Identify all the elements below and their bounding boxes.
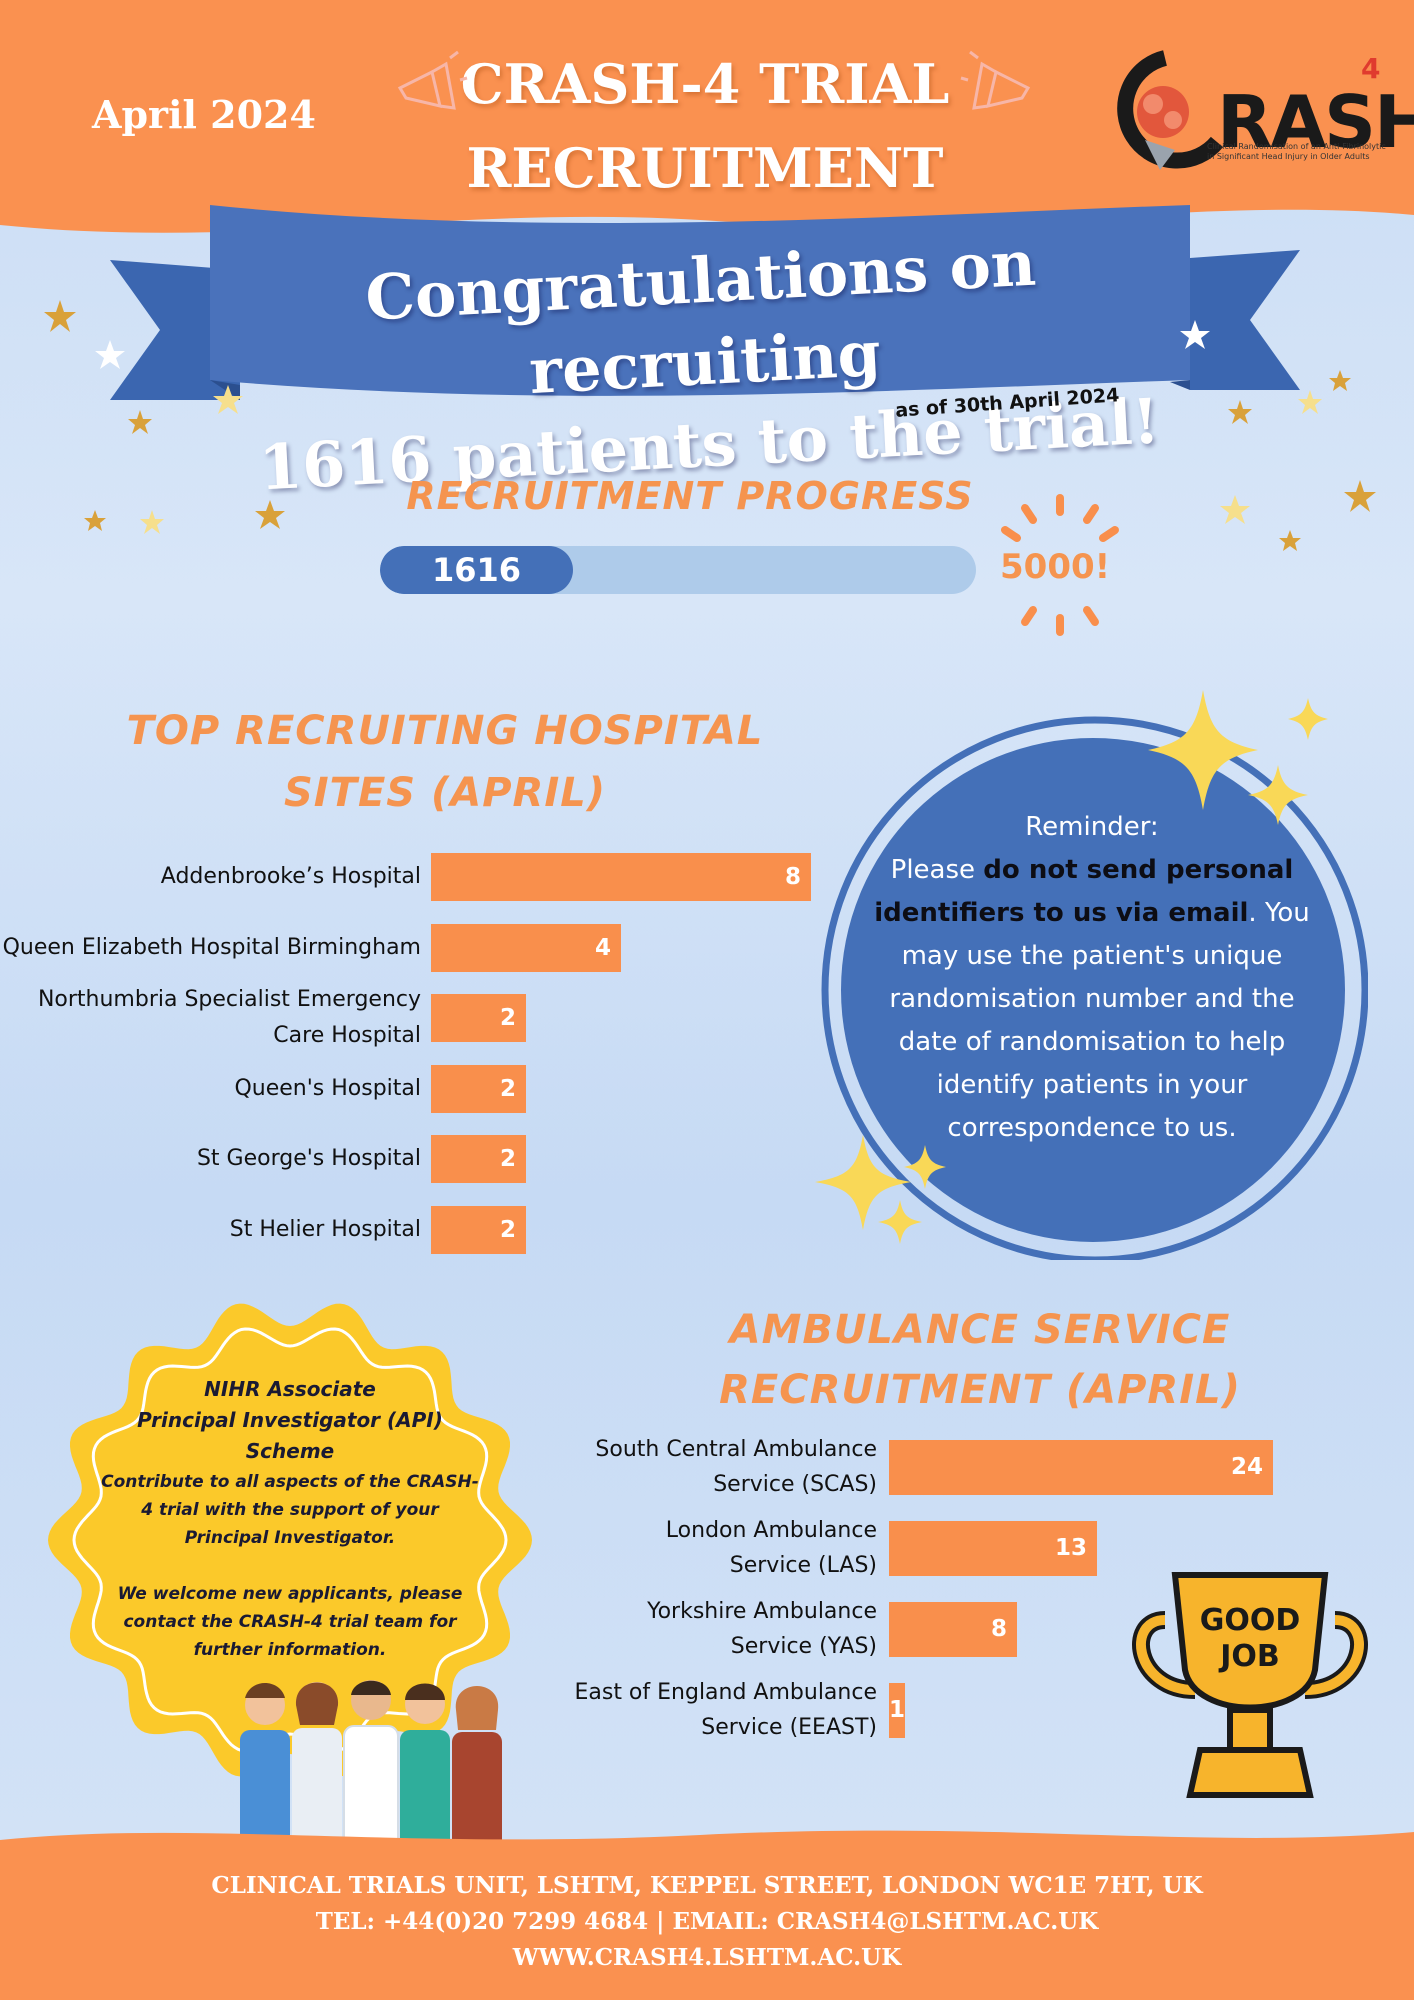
hospital-label-4: Queen's Hospital: [234, 1071, 421, 1107]
ambulance-bar-value-1: 24: [1230, 1454, 1263, 1480]
hospital-label-3-line-1: Northumbria Specialist Emergency: [37, 987, 421, 1013]
ambulance-bar-2: [889, 1520, 1097, 1576]
hospital-label-2-line-1: Queen Elizabeth Hospital Birmingham: [2, 934, 421, 960]
footer-website[interactable]: WWW.CRASH4.LSHTM.AC.UK: [512, 1944, 902, 1971]
ambulance-label-4-line-2: Service (EEAST): [701, 1715, 877, 1740]
ambulance-title-line2: RECRUITMENT (APRIL): [719, 1367, 1241, 1413]
hospital-label-6: St Helier Hospital: [230, 1212, 421, 1248]
footer-band: [0, 1830, 1414, 2000]
issue-date: April 2024: [92, 92, 316, 137]
progress-title: RECRUITMENT PROGRESS: [406, 474, 974, 518]
hospital-sites-title: TOP RECRUITING HOSPITAL SITES (APRIL): [120, 700, 770, 824]
hospital-bar-3: [431, 994, 526, 1043]
header-band: [0, 0, 1414, 233]
ambulance-bar-value-3: 8: [990, 1616, 1007, 1642]
ambulance-bar-1: [889, 1439, 1273, 1495]
ambulance-label-3-line-2: Service (YAS): [730, 1634, 877, 1659]
megaphone-left-icon: [397, 50, 468, 110]
ambulance-label-2-line-2: Service (LAS): [729, 1553, 877, 1578]
ambulance-title: AMBULANCE SERVICE RECRUITMENT (APRIL): [700, 1300, 1260, 1420]
footer-contact: TEL: +44(0)20 7299 4684 | EMAIL: CRASH4@…: [315, 1908, 1099, 1935]
ambulance-label-2: London Ambulance Service (LAS): [666, 1513, 877, 1583]
progress-fill: [380, 546, 573, 594]
hospital-sites-title-line2: SITES (APRIL): [283, 770, 607, 816]
ambulance-bar-3: [889, 1601, 1017, 1657]
api-scheme-body2: We welcome new applicants, please contac…: [117, 1584, 463, 1660]
page-title-line1: CRASH-4 TRIAL: [460, 52, 950, 116]
reminder-text: Reminder: Please do not send personal id…: [862, 806, 1322, 1150]
ambulance-label-3-line-1: Yorkshire Ambulance: [647, 1599, 877, 1624]
ambulance-bar-value-2: 13: [1054, 1535, 1087, 1561]
hospital-bar-1: [431, 853, 811, 901]
hospital-label-1: Addenbrooke’s Hospital: [161, 859, 421, 895]
hospital-label-2: Queen Elizabeth Hospital Birmingham: [3, 930, 421, 966]
hospital-bar-value-2: 4: [594, 934, 611, 961]
logo-head-icon: [1117, 50, 1224, 170]
hospital-label-6-line-1: St Helier Hospital: [229, 1217, 421, 1242]
reminder-heading: Reminder:: [1025, 812, 1159, 842]
hospital-bar-2: [431, 923, 621, 972]
megaphone-right-icon: [960, 50, 1031, 110]
api-scheme-badge: [48, 1303, 532, 1777]
api-title-line1: NIHR Associate: [204, 1377, 376, 1401]
reminder-circle: [815, 690, 1368, 1260]
reminder-bold: do not send personal identifiers to us v…: [874, 855, 1294, 928]
burst-icon: [1001, 494, 1119, 636]
hospital-sites-title-line1: TOP RECRUITING HOSPITAL: [126, 708, 764, 754]
medical-staff-illustration: [240, 1680, 502, 1850]
ambulance-label-4-line-1: East of England Ambulance: [574, 1680, 877, 1705]
hospital-label-5: St George's Hospital: [197, 1141, 421, 1177]
ambulance-label-1-line-1: South Central Ambulance: [595, 1437, 877, 1462]
api-scheme-title: NIHR Associate Principal Investigator (A…: [110, 1374, 470, 1467]
hospital-bar-value-4: 2: [499, 1075, 516, 1102]
hospital-label-3: Northumbria Specialist Emergency Care Hos…: [38, 982, 421, 1054]
logo-superscript: 4: [1361, 52, 1381, 85]
hospital-label-5-line-1: St George's Hospital: [196, 1146, 421, 1172]
progress-goal: 5000!: [1000, 547, 1111, 587]
ambulance-title-line1: AMBULANCE SERVICE: [729, 1307, 1231, 1353]
hospital-bar-value-1: 8: [784, 864, 801, 890]
hospital-bar-6: [431, 1206, 526, 1254]
ambulance-label-1-line-2: Service (SCAS): [713, 1472, 877, 1497]
footer-address: CLINICAL TRIALS UNIT, LSHTM, KEPPEL STRE…: [211, 1872, 1203, 1899]
api-title-line2: Principal Investigator (API): [137, 1408, 443, 1432]
progress-track: [380, 546, 976, 594]
hospital-bar-value-3: 2: [499, 1005, 516, 1032]
trophy-line1: GOOD: [1200, 1603, 1301, 1638]
ambulance-label-2-line-1: London Ambulance: [665, 1518, 877, 1543]
trophy-line2: JOB: [1218, 1639, 1280, 1674]
logo-subtitle: Clinical Randomisation of an Anti-Fibrin…: [1207, 142, 1386, 161]
crash4-logo: RASH 4 Clinical Randomisation of an Anti…: [1105, 50, 1414, 180]
api-title-line3: Scheme: [245, 1439, 335, 1463]
hospital-bar-5: [431, 1135, 526, 1184]
ambulance-label-4: East of England Ambulance Service (EEAST): [574, 1675, 877, 1745]
ambulance-bar-4: [889, 1682, 905, 1738]
reminder-post: . You may use the patient's unique rando…: [889, 898, 1310, 1143]
ribbon-banner: [110, 205, 1300, 400]
ambulance-label-1: South Central Ambulance Service (SCAS): [595, 1432, 877, 1502]
ambulance-label-3: Yorkshire Ambulance Service (YAS): [647, 1594, 877, 1664]
hospital-bar-value-6: 2: [499, 1217, 516, 1243]
good-job-trophy-icon: GOOD JOB: [1132, 1572, 1368, 1798]
reminder-body: Please do not send personal identifiers …: [862, 849, 1322, 1150]
api-scheme-body1: Contribute to all aspects of the CRASH-4…: [101, 1472, 479, 1548]
reminder-pre: Please: [890, 855, 984, 885]
ambulance-bar-value-4: 1: [889, 1694, 905, 1726]
hospital-bar-4: [431, 1064, 526, 1113]
hospital-label-1-line-1: Addenbrooke’s Hospital: [160, 864, 421, 889]
logo-text: RASH: [1217, 80, 1414, 164]
hospital-bar-value-5: 2: [499, 1146, 516, 1173]
progress-value: 1616: [432, 551, 522, 589]
hospital-label-3-line-2: Care Hospital: [273, 1023, 421, 1049]
stars-decoration: [44, 300, 1376, 551]
hospital-label-4-line-1: Queen's Hospital: [234, 1075, 421, 1101]
